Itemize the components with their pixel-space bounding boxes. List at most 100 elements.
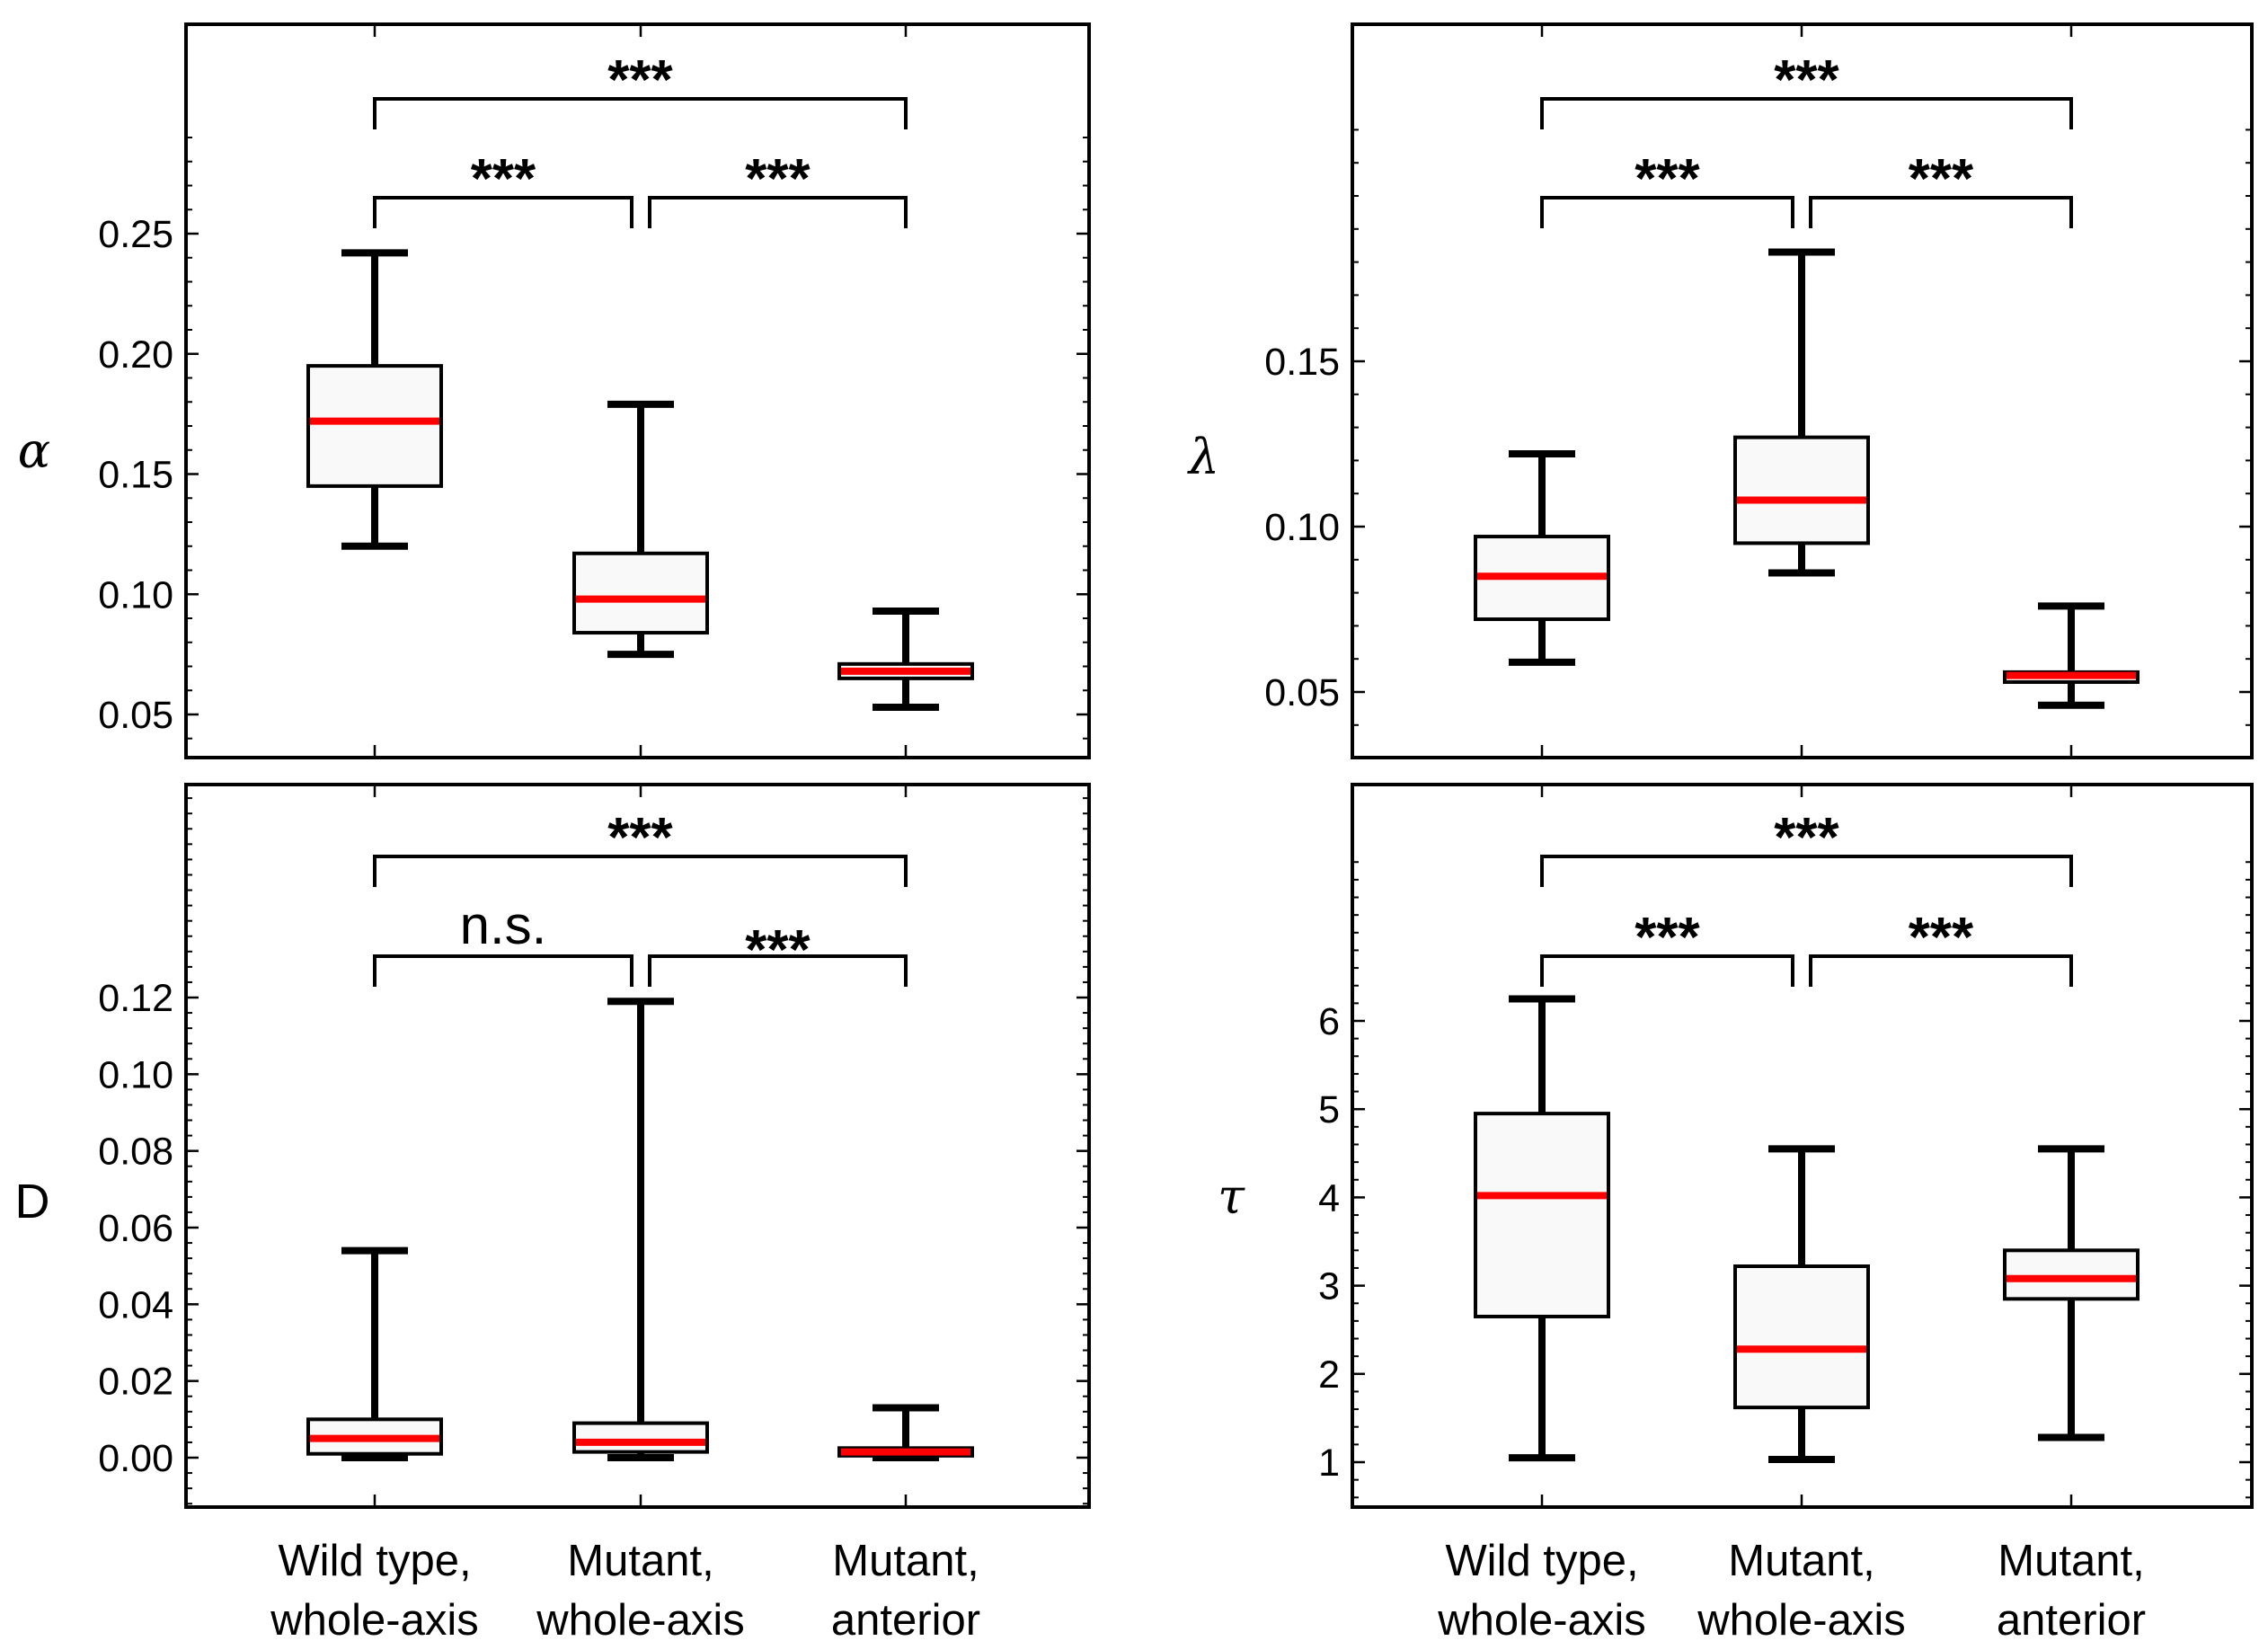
- box-3: [2003, 1145, 2140, 1441]
- box-3: [2003, 602, 2140, 709]
- category-label: Mutant, anterior: [1997, 1537, 2146, 1637]
- y-tick-label: 0.08: [98, 1131, 173, 1174]
- y-tick-label: 5: [1318, 1088, 1340, 1131]
- bracket-line: [373, 855, 908, 887]
- panel-1: 0.05 0.10 0.15 0.20 0.25 α *** *** ***: [18, 22, 1091, 759]
- bracket-line: [1540, 954, 1794, 987]
- y-tick-label: 0.00: [98, 1437, 173, 1480]
- y-tick-label: 6: [1318, 1000, 1340, 1043]
- significance-label: ***: [745, 148, 811, 210]
- significance-label: ***: [1909, 148, 1974, 210]
- significance-bracket: ***: [373, 807, 908, 887]
- bracket-line: [373, 954, 633, 987]
- y-tick-label: 1: [1318, 1441, 1340, 1485]
- bracket-line: [648, 196, 908, 228]
- y-tick-label: 0.06: [98, 1207, 173, 1250]
- category-label-line: Wild type,: [1445, 1537, 1638, 1585]
- category-label-line: whole-axis: [1437, 1596, 1645, 1637]
- y-tick-label: 0.15: [1264, 341, 1340, 384]
- plot-frame: [184, 22, 1091, 759]
- significance-label: ***: [1909, 907, 1974, 969]
- category-label-line: whole-axis: [536, 1596, 744, 1637]
- significance-label: ***: [745, 919, 811, 981]
- y-tick-label: 3: [1318, 1265, 1340, 1308]
- bracket-line: [373, 97, 908, 129]
- category-label: Wild type, whole-axis: [1437, 1537, 1645, 1637]
- category-label-line: whole-axis: [270, 1596, 478, 1637]
- significance-label: ***: [1774, 49, 1839, 111]
- y-axis-label: τ: [1218, 1168, 1245, 1225]
- category-label-line: Mutant,: [1998, 1537, 2144, 1585]
- y-axis-label: α: [18, 422, 50, 479]
- box-2: [1733, 1145, 1870, 1464]
- significance-bracket: ***: [648, 148, 908, 228]
- significance-label: ***: [1635, 907, 1700, 969]
- y-axis-label: D: [15, 1175, 50, 1229]
- box-2: [572, 998, 709, 1461]
- box-3: [837, 1404, 974, 1461]
- iqr-box: [306, 364, 443, 488]
- y-tick-label: 0.04: [98, 1283, 173, 1326]
- y-tick-label: 0.12: [98, 977, 173, 1020]
- significance-bracket: n.s.: [373, 895, 633, 987]
- significance-label: ***: [471, 148, 536, 210]
- bracket-line: [1540, 196, 1794, 228]
- category-label: Mutant, anterior: [831, 1537, 980, 1637]
- category-label-line: Wild type,: [278, 1537, 471, 1585]
- y-tick-label: 0.05: [1264, 671, 1340, 714]
- box-2: [572, 400, 709, 659]
- box-1: [1474, 450, 1610, 666]
- iqr-box: [1733, 1264, 1870, 1410]
- significance-label: ***: [1635, 148, 1700, 210]
- box-1: [306, 249, 443, 550]
- y-tick-label: 4: [1318, 1176, 1340, 1220]
- significance-label: ***: [607, 807, 673, 869]
- y-tick-label: 0.20: [98, 333, 173, 377]
- y-tick-label: 0.10: [98, 1053, 173, 1096]
- y-tick-label: 0.10: [98, 573, 173, 616]
- significance-bracket: ***: [1809, 148, 2073, 228]
- panel-3: 0.00 0.02 0.04 0.06 0.08 0.10 0.12 Dn.s. *** *** W…: [15, 783, 1091, 1641]
- category-label-line: Mutant,: [567, 1537, 713, 1585]
- y-tick-label: 0.05: [98, 694, 173, 737]
- significance-bracket: ***: [1540, 807, 2073, 887]
- bracket-line: [648, 954, 908, 987]
- bracket-line: [1540, 855, 2073, 887]
- y-axis-label: λ: [1187, 429, 1219, 485]
- significance-label: n.s.: [460, 895, 547, 955]
- significance-label: ***: [607, 49, 673, 111]
- iqr-box: [1474, 1112, 1610, 1318]
- category-label-line: Mutant,: [1728, 1537, 1874, 1585]
- significance-bracket: ***: [1540, 148, 1794, 228]
- category-label-line: anterior: [831, 1596, 980, 1637]
- category-label: Mutant, whole-axis: [536, 1537, 744, 1637]
- category-label-line: Mutant,: [832, 1537, 979, 1585]
- box-1: [306, 1246, 443, 1461]
- bracket-line: [373, 196, 633, 228]
- significance-bracket: ***: [373, 148, 633, 228]
- panel-2: 0.05 0.10 0.15 λ *** *** ***: [1187, 22, 2254, 759]
- box-2: [1733, 248, 1870, 577]
- y-tick-label: 0.25: [98, 213, 173, 256]
- iqr-box: [572, 551, 709, 635]
- box-1: [1474, 995, 1610, 1462]
- significance-bracket: ***: [1809, 907, 2073, 987]
- category-label: Mutant, whole-axis: [1697, 1537, 1905, 1637]
- iqr-box: [572, 1421, 709, 1454]
- plot-frame: [184, 783, 1091, 1509]
- significance-bracket: ***: [1540, 907, 1794, 987]
- significance-bracket: ***: [373, 49, 908, 129]
- y-tick-label: 0.15: [98, 454, 173, 497]
- box-3: [837, 607, 974, 711]
- y-tick-label: 2: [1318, 1353, 1340, 1397]
- y-tick-label: 0.02: [98, 1361, 173, 1404]
- significance-bracket: ***: [1540, 49, 2073, 129]
- significance-bracket: ***: [648, 919, 908, 987]
- y-tick-label: 0.10: [1264, 506, 1340, 549]
- bracket-line: [1540, 97, 2073, 129]
- iqr-box: [1733, 435, 1870, 546]
- category-label-line: whole-axis: [1697, 1596, 1905, 1637]
